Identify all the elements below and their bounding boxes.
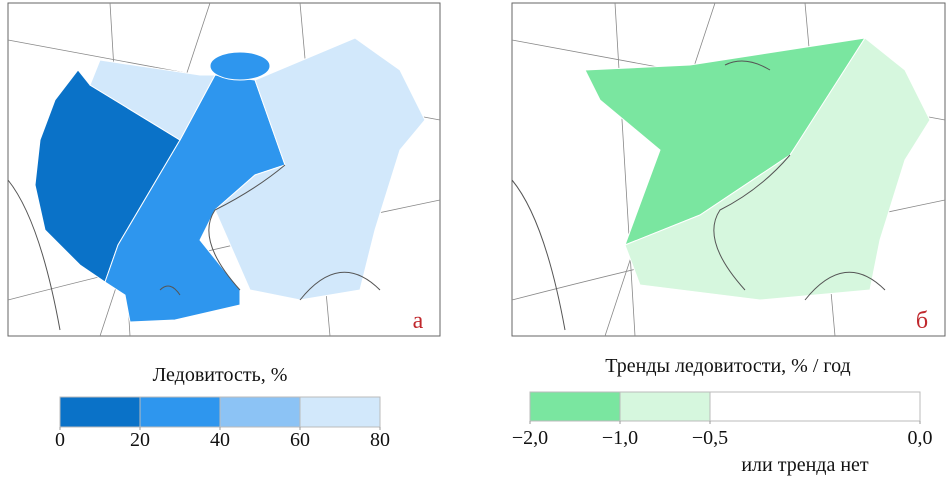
- tick-label: 80: [370, 429, 390, 451]
- panel-label: а: [413, 308, 424, 334]
- coastline: [511, 60, 886, 331]
- map-a: а: [7, 2, 441, 337]
- legend-note: или тренда нет: [741, 454, 869, 476]
- legend-title: Ледовитость, %: [153, 364, 288, 386]
- legend-swatch: [299, 396, 381, 428]
- legend-swatch: [139, 396, 221, 428]
- coastline: [7, 164, 381, 331]
- region: [214, 37, 426, 301]
- tick-label: −0,5: [692, 427, 728, 449]
- region: [89, 59, 216, 141]
- legend: 0 20 40 60 80: [55, 396, 390, 451]
- map-b: б: [511, 2, 946, 337]
- tick-label: 20: [130, 429, 150, 451]
- tick-label: 40: [210, 429, 230, 451]
- tick-label: 0: [55, 429, 65, 451]
- tick-label: −2,0: [512, 427, 548, 449]
- legend-swatch: [709, 391, 921, 422]
- tick-label: −1,0: [602, 427, 638, 449]
- legend-swatch: [529, 391, 621, 422]
- tick-label: 60: [290, 429, 310, 451]
- tick-label: 0,0: [908, 427, 933, 449]
- panel-label: б: [916, 308, 928, 334]
- legend-title: Тренды ледовитости, % / год: [605, 355, 850, 377]
- legend-swatch: [619, 391, 711, 422]
- legend-swatch: [59, 396, 141, 428]
- legend-swatch: [219, 396, 301, 428]
- region: [209, 51, 271, 81]
- legend: −2,0 −1,0 −0,5 0,0: [512, 391, 933, 449]
